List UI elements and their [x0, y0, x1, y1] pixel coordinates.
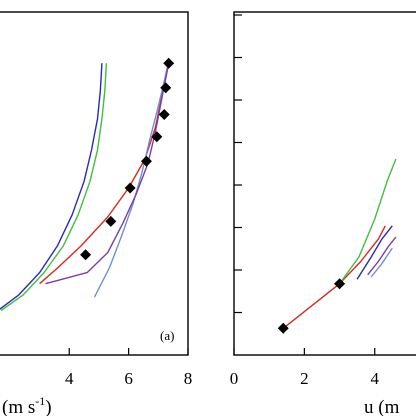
chart-panel-b: 0 2 4 u (m — [230, 11, 416, 416]
data-marker — [334, 278, 346, 290]
series-lines — [0, 63, 170, 312]
data-marker — [105, 215, 117, 227]
data-marker — [163, 57, 175, 69]
data-marker — [124, 182, 136, 194]
x-tick-label: 0 — [230, 369, 239, 388]
data-markers — [277, 278, 346, 334]
chart-panel-a: 4 6 8 (a) (m s-1) — [0, 11, 192, 416]
data-marker — [160, 82, 172, 94]
x-tick-labels: 4 6 8 — [65, 369, 192, 388]
data-markers — [80, 57, 175, 261]
series-line-4 — [93, 67, 168, 298]
series-line-3 — [356, 225, 393, 280]
series-line-1 — [0, 63, 103, 310]
series-line-5 — [370, 247, 393, 278]
data-marker — [158, 108, 170, 120]
x-tick-labels: 0 2 4 — [230, 369, 380, 388]
x-tick-label: 4 — [370, 369, 379, 388]
x-tick-label: 2 — [300, 369, 309, 388]
data-marker — [140, 155, 152, 167]
series-line-2 — [339, 158, 397, 285]
data-marker — [277, 322, 289, 334]
x-axis-label: (m s-1) — [2, 394, 52, 416]
series-line-4 — [367, 236, 397, 276]
series-line-2 — [0, 63, 108, 312]
panel-label: (a) — [160, 328, 174, 343]
data-marker — [80, 249, 92, 261]
x-tick-label: 8 — [184, 369, 193, 388]
series-line-1 — [282, 225, 386, 329]
x-tick-label: 6 — [124, 369, 133, 388]
plot-frame — [0, 11, 189, 356]
data-marker — [151, 131, 163, 143]
x-axis-label: u (m — [364, 397, 400, 416]
x-tick-label: 4 — [65, 369, 74, 388]
series-line-5 — [45, 63, 170, 285]
plot-frame — [233, 11, 416, 356]
axis-ticks — [68, 348, 189, 355]
series-lines — [282, 158, 397, 329]
axis-ticks — [233, 14, 376, 355]
